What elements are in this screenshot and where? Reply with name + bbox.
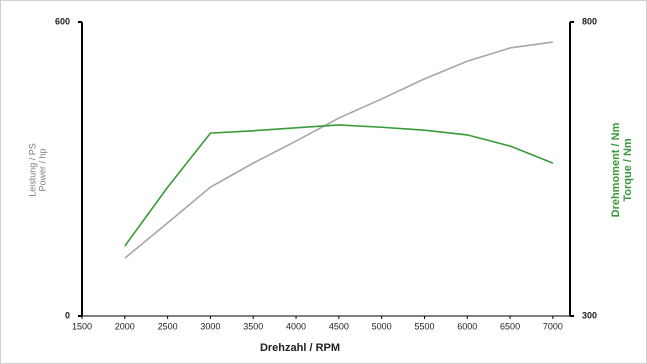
y2-tick-label: 800 [582, 16, 597, 26]
x-tick-label: 6000 [457, 321, 477, 331]
x-tick-label: 7000 [543, 321, 563, 331]
y2-axis-label: Torque / Nm [622, 138, 634, 202]
x-tick-label: 5500 [414, 321, 434, 331]
x-tick-label: 6500 [500, 321, 520, 331]
y2-axis-label: Drehmoment / Nm [610, 122, 622, 217]
x-tick-label: 5000 [372, 321, 392, 331]
series-line [124, 124, 554, 247]
x-tick-label: 4500 [329, 321, 349, 331]
x-tick-label: 3500 [243, 321, 263, 331]
y-axis-label: Leistung / PS [27, 143, 37, 197]
y-axis-label: Power / hp [37, 148, 47, 191]
x-tick-label: 2500 [158, 321, 178, 331]
y-tick-label: 0 [65, 310, 70, 320]
x-axis-label: Drehzahl / RPM [260, 342, 340, 354]
y-tick-label: 600 [55, 16, 70, 26]
y2-tick-label: 300 [582, 310, 597, 320]
x-tick-label: 4000 [286, 321, 306, 331]
series-line [124, 41, 553, 259]
x-tick-label: 1500 [72, 321, 92, 331]
x-tick-label: 2000 [115, 321, 135, 331]
x-tick-label: 3000 [200, 321, 220, 331]
